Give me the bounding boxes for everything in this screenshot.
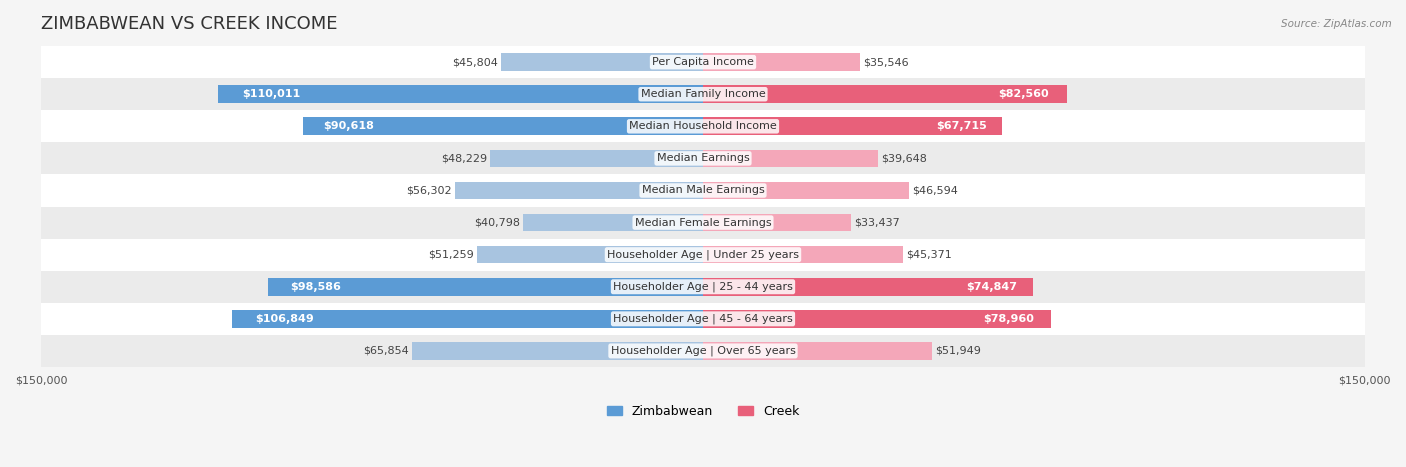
Text: $110,011: $110,011	[242, 89, 301, 99]
Text: $51,949: $51,949	[935, 346, 981, 356]
Bar	[703, 85, 1067, 103]
Legend: Zimbabwean, Creek: Zimbabwean, Creek	[602, 400, 804, 423]
Text: Median Earnings: Median Earnings	[657, 153, 749, 163]
Text: $67,715: $67,715	[936, 121, 987, 131]
Text: Median Family Income: Median Family Income	[641, 89, 765, 99]
Text: $33,437: $33,437	[853, 218, 900, 227]
Text: $98,586: $98,586	[290, 282, 340, 292]
Bar	[218, 85, 703, 103]
Text: $74,847: $74,847	[966, 282, 1017, 292]
Text: Median Household Income: Median Household Income	[628, 121, 778, 131]
Bar	[703, 246, 903, 263]
Text: Householder Age | Under 25 years: Householder Age | Under 25 years	[607, 249, 799, 260]
Text: $39,648: $39,648	[882, 153, 927, 163]
Bar	[703, 310, 1052, 328]
Bar	[491, 149, 703, 167]
Text: Householder Age | 25 - 44 years: Householder Age | 25 - 44 years	[613, 282, 793, 292]
Bar	[41, 335, 1365, 367]
Bar	[703, 53, 860, 71]
Text: Median Male Earnings: Median Male Earnings	[641, 185, 765, 196]
Bar	[41, 239, 1365, 271]
Bar	[41, 271, 1365, 303]
Text: $40,798: $40,798	[474, 218, 520, 227]
Text: $45,371: $45,371	[907, 250, 952, 260]
Text: Householder Age | Over 65 years: Householder Age | Over 65 years	[610, 346, 796, 356]
Bar	[703, 182, 908, 199]
Bar	[41, 110, 1365, 142]
Bar	[703, 118, 1001, 135]
Text: $46,594: $46,594	[912, 185, 957, 196]
Bar	[523, 214, 703, 232]
Text: $82,560: $82,560	[998, 89, 1049, 99]
Text: $35,546: $35,546	[863, 57, 908, 67]
Bar	[703, 342, 932, 360]
Text: $51,259: $51,259	[427, 250, 474, 260]
Bar	[304, 118, 703, 135]
Text: Householder Age | 45 - 64 years: Householder Age | 45 - 64 years	[613, 313, 793, 324]
Bar	[41, 46, 1365, 78]
Text: Median Female Earnings: Median Female Earnings	[634, 218, 772, 227]
Bar	[232, 310, 703, 328]
Bar	[412, 342, 703, 360]
Text: $56,302: $56,302	[406, 185, 451, 196]
Text: $48,229: $48,229	[441, 153, 486, 163]
Bar	[477, 246, 703, 263]
Bar	[703, 214, 851, 232]
Bar	[41, 206, 1365, 239]
Bar	[41, 175, 1365, 206]
Text: ZIMBABWEAN VS CREEK INCOME: ZIMBABWEAN VS CREEK INCOME	[41, 15, 337, 33]
Bar	[703, 278, 1033, 296]
Bar	[41, 142, 1365, 175]
Bar	[41, 78, 1365, 110]
Bar	[501, 53, 703, 71]
Text: Per Capita Income: Per Capita Income	[652, 57, 754, 67]
Text: $90,618: $90,618	[323, 121, 374, 131]
Text: Source: ZipAtlas.com: Source: ZipAtlas.com	[1281, 19, 1392, 28]
Bar	[703, 149, 877, 167]
Bar	[41, 303, 1365, 335]
Bar	[454, 182, 703, 199]
Text: $78,960: $78,960	[983, 314, 1033, 324]
Text: $45,804: $45,804	[451, 57, 498, 67]
Bar	[269, 278, 703, 296]
Text: $65,854: $65,854	[363, 346, 409, 356]
Text: $106,849: $106,849	[254, 314, 314, 324]
